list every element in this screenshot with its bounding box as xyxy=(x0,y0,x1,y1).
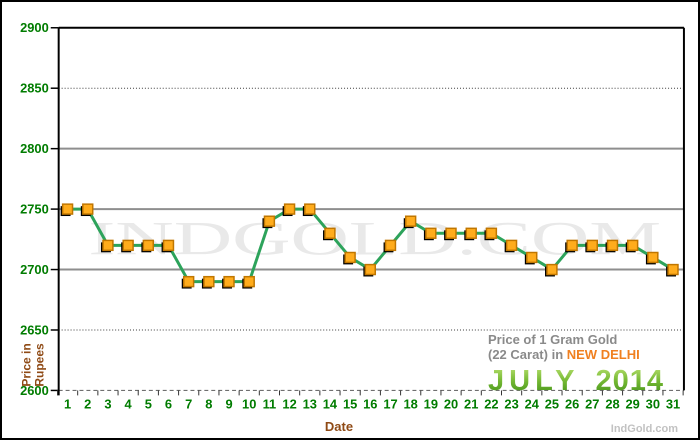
y-axis-label: 2900 xyxy=(20,20,49,35)
x-axis-label: 13 xyxy=(303,396,317,411)
watermark-text: INDGOLD.COM xyxy=(88,214,661,266)
x-axis-label: 20 xyxy=(444,396,458,411)
x-axis-label: 19 xyxy=(424,396,438,411)
chart-title-line2-prefix: (22 Carat) in xyxy=(488,347,567,362)
y-axis-label: 2650 xyxy=(20,322,49,337)
chart-title-line2: (22 Carat) in NEW DELHI xyxy=(488,347,688,362)
x-axis-label: 25 xyxy=(545,396,559,411)
x-axis-label: 29 xyxy=(626,396,640,411)
y-axis-label: 2800 xyxy=(20,141,49,156)
chart-title-line1: Price of 1 Gram Gold xyxy=(488,332,618,347)
data-point-marker xyxy=(243,275,255,288)
x-axis-label: 5 xyxy=(145,396,152,411)
data-point-marker xyxy=(82,203,94,215)
x-axis-label: 27 xyxy=(585,396,599,411)
y-axis-title: Price in Rupees xyxy=(4,332,64,398)
data-point-marker xyxy=(667,263,679,276)
data-point-marker xyxy=(283,203,296,215)
x-axis-label: 10 xyxy=(242,396,256,411)
chart-title-year: 2014 xyxy=(595,365,664,397)
data-point-marker xyxy=(344,251,356,264)
data-point-marker xyxy=(606,239,619,252)
data-point-marker xyxy=(425,227,437,239)
x-axis-label: 21 xyxy=(464,396,478,411)
y-axis-label: 2700 xyxy=(20,262,49,277)
data-point-marker xyxy=(223,275,235,288)
data-point-marker xyxy=(546,263,558,276)
x-axis-label: 14 xyxy=(323,396,338,411)
x-axis-label: 4 xyxy=(125,396,133,411)
data-point-marker xyxy=(384,239,397,252)
x-axis-label: 18 xyxy=(404,396,418,411)
data-point-marker xyxy=(485,227,498,239)
data-point-marker xyxy=(445,227,457,239)
data-point-marker xyxy=(102,239,114,252)
x-axis-label: 12 xyxy=(282,396,296,411)
data-point-marker xyxy=(586,239,599,252)
y-axis-label: 2850 xyxy=(20,81,49,96)
data-point-marker xyxy=(626,239,639,252)
data-point-marker xyxy=(142,239,155,252)
site-credit: IndGold.com xyxy=(610,423,678,435)
data-point-marker xyxy=(122,239,134,252)
x-axis-label: 24 xyxy=(525,396,540,411)
x-axis-label: 7 xyxy=(185,396,192,411)
x-axis-label: 22 xyxy=(484,396,498,411)
x-axis-label: 2 xyxy=(84,396,91,411)
x-axis-label: 1 xyxy=(64,396,71,411)
x-axis-label: 6 xyxy=(165,396,172,411)
data-point-marker xyxy=(465,227,477,239)
x-axis-label: 30 xyxy=(646,396,660,411)
data-point-marker xyxy=(203,275,215,288)
data-point-marker xyxy=(61,203,74,215)
x-axis-label: 8 xyxy=(205,396,212,411)
chart-title-city: NEW DELHI xyxy=(566,347,640,362)
x-axis-label: 11 xyxy=(263,396,277,411)
data-point-marker xyxy=(162,239,175,252)
chart-title-month-year: JULY 2014 xyxy=(488,365,688,398)
chart-title-month: JULY xyxy=(488,365,580,397)
data-point-marker xyxy=(404,215,417,227)
x-axis-label: 3 xyxy=(104,396,111,411)
x-axis-label: 15 xyxy=(343,396,357,411)
y-axis-title-line2: Rupees xyxy=(32,343,47,387)
data-point-marker xyxy=(364,263,377,276)
x-axis-title: Date xyxy=(324,419,354,434)
data-point-marker xyxy=(647,251,659,264)
x-axis-label: 17 xyxy=(383,396,397,411)
x-axis-label: 16 xyxy=(363,396,377,411)
data-point-marker xyxy=(324,227,336,239)
data-point-marker xyxy=(263,215,276,227)
x-axis-label: 26 xyxy=(565,396,579,411)
x-axis-label: 23 xyxy=(504,396,518,411)
data-point-marker xyxy=(566,239,578,252)
data-point-marker xyxy=(304,203,316,215)
chart-title-block: Price of 1 Gram Gold (22 Carat) in NEW D… xyxy=(488,332,688,398)
x-axis-label: 9 xyxy=(225,396,232,411)
data-point-marker xyxy=(505,239,518,252)
x-axis-label: 28 xyxy=(605,396,619,411)
data-point-marker xyxy=(526,251,538,264)
y-axis-label: 2600 xyxy=(20,383,49,398)
data-point-marker xyxy=(182,275,195,288)
x-axis-label: 31 xyxy=(666,396,680,411)
y-axis-label: 2750 xyxy=(20,202,49,217)
